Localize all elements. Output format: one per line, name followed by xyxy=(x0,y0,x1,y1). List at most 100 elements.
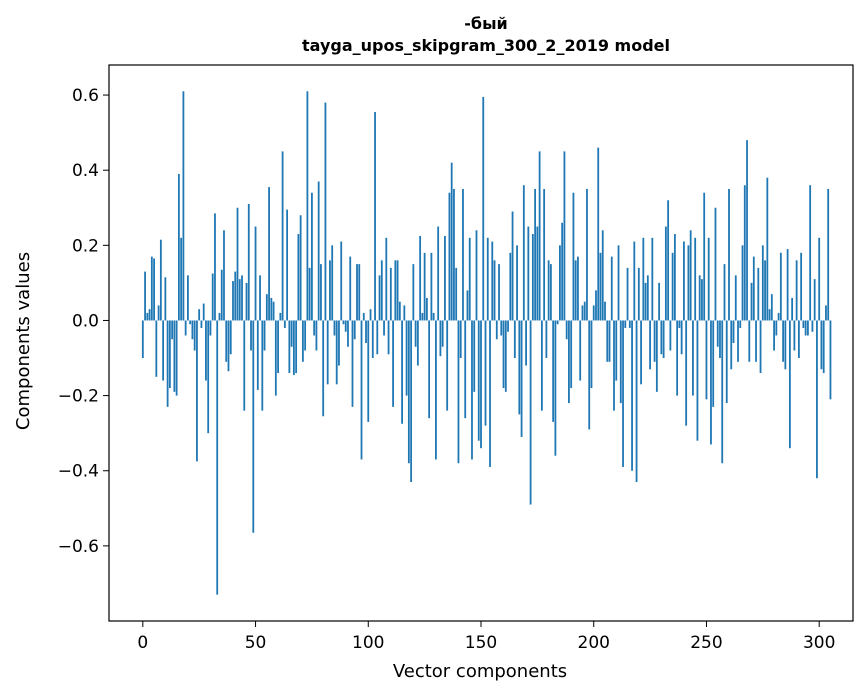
bar-130 xyxy=(435,320,437,460)
bar-249 xyxy=(703,192,706,321)
bar-144 xyxy=(466,290,469,321)
bar-118 xyxy=(407,320,410,464)
bar-85 xyxy=(333,320,336,336)
bar-136 xyxy=(448,192,451,321)
bar-74 xyxy=(308,267,311,321)
bar-279 xyxy=(770,294,773,321)
bar-76 xyxy=(313,320,316,336)
bar-161 xyxy=(504,320,507,392)
y-tick-label: −0.4 xyxy=(58,462,99,482)
bar-292 xyxy=(800,252,803,321)
bar-55 xyxy=(265,294,268,321)
bar-16 xyxy=(177,173,180,321)
bar-189 xyxy=(568,320,570,404)
bar-294 xyxy=(804,320,807,336)
bar-19 xyxy=(184,320,187,336)
bar-248 xyxy=(701,279,703,321)
bar-239 xyxy=(680,320,683,355)
bar-114 xyxy=(398,301,401,321)
bar-204 xyxy=(601,230,604,321)
bar-97 xyxy=(360,320,363,460)
plot-frame xyxy=(108,64,854,622)
bar-95 xyxy=(356,264,358,321)
bar-80 xyxy=(322,320,325,417)
bar-253 xyxy=(712,320,715,407)
bar-96 xyxy=(358,264,361,321)
bar-203 xyxy=(599,252,602,321)
bar-3 xyxy=(148,309,151,321)
bar-31 xyxy=(211,273,214,321)
bar-212 xyxy=(619,320,622,404)
bar-64 xyxy=(286,209,289,321)
x-tick-label: 150 xyxy=(465,633,497,653)
bar-305 xyxy=(829,320,832,400)
chart-title-line2: tayga_upos_skipgram_300_2_2019 model xyxy=(302,36,670,55)
bar-194 xyxy=(579,320,582,381)
bar-17 xyxy=(180,237,183,321)
bar-147 xyxy=(473,320,476,392)
x-tick-label: 200 xyxy=(578,633,610,653)
bar-181 xyxy=(549,264,552,321)
bar-171 xyxy=(527,226,530,321)
bar-93 xyxy=(351,320,354,407)
bar-274 xyxy=(759,320,762,374)
bar-225 xyxy=(649,320,651,370)
bar-287 xyxy=(788,320,791,449)
bar-254 xyxy=(714,207,717,321)
bar-1 xyxy=(144,271,146,321)
bar-71 xyxy=(301,320,304,362)
bar-35 xyxy=(220,269,223,321)
bars-group xyxy=(141,91,832,595)
x-axis-label: Vector components xyxy=(393,661,567,682)
bar-89 xyxy=(342,320,345,325)
bar-283 xyxy=(779,252,782,321)
bar-187 xyxy=(563,151,566,321)
bar-27 xyxy=(202,303,205,321)
bar-24 xyxy=(196,320,198,462)
bar-299 xyxy=(816,320,818,479)
bar-125 xyxy=(423,252,426,321)
bar-296 xyxy=(809,185,812,321)
bar-219 xyxy=(635,320,638,482)
bar-180 xyxy=(547,260,550,321)
y-tick-label: −0.6 xyxy=(58,537,99,557)
bar-108 xyxy=(385,237,388,321)
bar-37 xyxy=(225,320,228,362)
bar-36 xyxy=(223,230,225,321)
bar-258 xyxy=(723,264,726,321)
bar-201 xyxy=(595,290,597,321)
bar-288 xyxy=(791,297,794,321)
bar-216 xyxy=(628,320,631,328)
bar-155 xyxy=(491,241,494,321)
bar-5 xyxy=(153,258,155,321)
bar-14 xyxy=(173,320,176,392)
bar-191 xyxy=(572,192,575,321)
bar-140 xyxy=(457,320,460,464)
bar-169 xyxy=(522,185,525,321)
bar-75 xyxy=(311,192,313,321)
bar-223 xyxy=(644,282,647,321)
bar-276 xyxy=(764,260,766,321)
bar-4 xyxy=(150,256,153,321)
bar-101 xyxy=(369,309,372,321)
bar-42 xyxy=(236,207,239,321)
bar-198 xyxy=(588,320,591,430)
bar-20 xyxy=(187,275,189,321)
bar-175 xyxy=(536,226,539,321)
bar-83 xyxy=(329,260,331,321)
bar-41 xyxy=(234,271,237,321)
bar-84 xyxy=(331,245,334,321)
bar-160 xyxy=(502,320,505,389)
bar-257 xyxy=(721,320,724,464)
bar-167 xyxy=(518,320,521,415)
bar-6 xyxy=(155,320,158,377)
bar-151 xyxy=(482,96,485,321)
bar-259 xyxy=(725,320,728,404)
bar-265 xyxy=(739,320,742,328)
bar-32 xyxy=(214,213,216,321)
bar-188 xyxy=(565,320,568,340)
bar-272 xyxy=(755,320,757,362)
bar-241 xyxy=(685,320,688,426)
bar-281 xyxy=(775,320,778,336)
bar-213 xyxy=(622,320,624,467)
